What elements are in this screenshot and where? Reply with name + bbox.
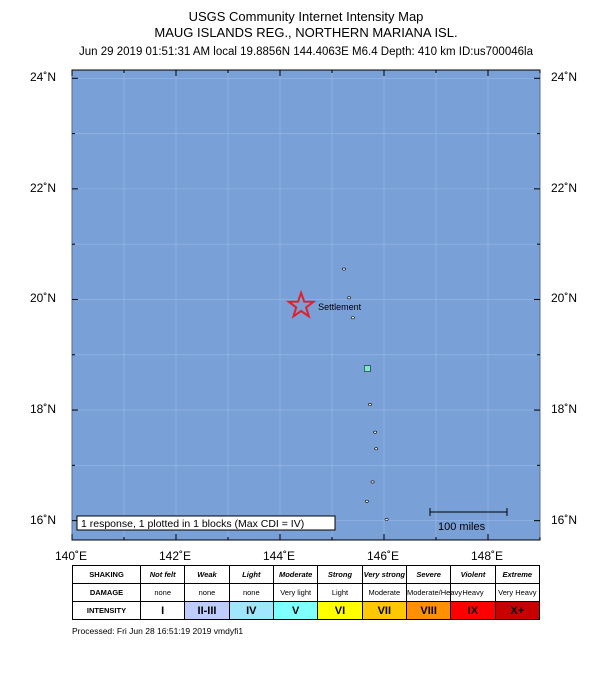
intensity-cell: VII [361, 601, 407, 620]
shaking-cell: Extreme [494, 565, 541, 584]
region-title: MAUG ISLANDS REG., NORTHERN MARIANA ISL. [154, 25, 458, 40]
damage-cell: Moderate [361, 583, 407, 602]
island [374, 447, 379, 451]
shaking-cell: Violent [450, 565, 496, 584]
lat-label-left: 16˚N [30, 512, 57, 527]
damage-cell: none [228, 583, 274, 602]
damage-cell: Very Heavy [494, 583, 541, 602]
lat-label-right: 24˚N [551, 70, 578, 85]
shaking-cell: Light [228, 565, 274, 584]
island [370, 480, 375, 484]
intensity-cell: VI [317, 601, 363, 620]
cdi-response-marker[interactable] [364, 365, 371, 372]
island [384, 518, 389, 521]
shaking-header: SHAKING [72, 565, 141, 584]
damage-cell: Light [317, 583, 363, 602]
lon-label: 146˚E [367, 549, 400, 563]
damage-row: DAMAGE none none none Very light Light Modera… [72, 583, 541, 602]
shaking-cell: Severe [405, 565, 452, 584]
scale-bar: 100 miles [429, 508, 508, 533]
lat-label-left: 24˚N [30, 70, 57, 85]
shaking-cell: Strong [317, 565, 363, 584]
island [364, 499, 369, 503]
intensity-cell: V [272, 601, 319, 620]
lat-label-left: 22˚N [30, 180, 57, 195]
shaking-cell: Weak [184, 565, 230, 584]
response-box [76, 515, 336, 531]
map-title: USGS Community Internet Intensity Map [188, 9, 424, 24]
intensity-cell: VIII [405, 601, 452, 620]
shaking-cell: Moderate [272, 565, 319, 584]
ocean-area [71, 69, 541, 541]
processed-timestamp: Processed: Fri Jun 28 16:51:19 2019 vmdy… [72, 626, 244, 636]
islands [342, 267, 389, 521]
damage-cell: Very light [272, 583, 319, 602]
lat-label-left: 20˚N [30, 291, 57, 306]
intensity-scale-legend: SHAKING Not felt Weak Light Moderate Strong V… [72, 565, 541, 620]
intensity-cell: I [139, 601, 186, 620]
damage-header: DAMAGE [72, 583, 141, 602]
settlement-label: Settlement [318, 302, 362, 312]
lat-label-right: 18˚N [551, 402, 578, 417]
intensity-cell: IX [450, 601, 496, 620]
lat-label-left: 18˚N [30, 402, 57, 417]
lon-label: 142˚E [159, 549, 192, 563]
shaking-cell: Not felt [139, 565, 186, 584]
shaking-row: SHAKING Not felt Weak Light Moderate Strong V… [72, 565, 541, 584]
scale-bar-label: 100 miles [438, 521, 486, 533]
island [350, 316, 355, 320]
intensity-row: INTENSITY I II-III IV V VI VII VIII IX X+ [72, 601, 541, 620]
island [368, 403, 372, 406]
event-info: Jun 29 2019 01:51:31 AM local 19.8856N 1… [79, 46, 533, 58]
lat-label-right: 20˚N [551, 291, 578, 306]
response-box-text: 1 response, 1 plotted in 1 blocks (Max C… [81, 518, 304, 530]
damage-cell: none [184, 583, 230, 602]
damage-cell: Moderate/Heavy [405, 583, 462, 602]
lon-label: 144˚E [263, 549, 296, 563]
epicenter-star-icon[interactable] [285, 289, 317, 319]
island [373, 430, 378, 434]
intensity-cell: X+ [494, 601, 541, 620]
lat-label-right: 16˚N [551, 512, 578, 527]
lat-label-right: 22˚N [551, 180, 578, 195]
shaking-cell: Very strong [361, 565, 407, 584]
lon-label: 148˚E [471, 549, 504, 563]
intensity-cell: IV [228, 601, 274, 620]
intensity-map[interactable]: Settlement 1 response, 1 plotted in 1 bl… [0, 0, 612, 560]
axis-ticks [71, 70, 541, 540]
intensity-cell: II-III [184, 601, 230, 620]
island [347, 296, 352, 300]
damage-cell: none [139, 583, 186, 602]
intensity-header: INTENSITY [72, 601, 141, 620]
lon-label: 140˚E [55, 549, 88, 563]
island [342, 267, 346, 271]
